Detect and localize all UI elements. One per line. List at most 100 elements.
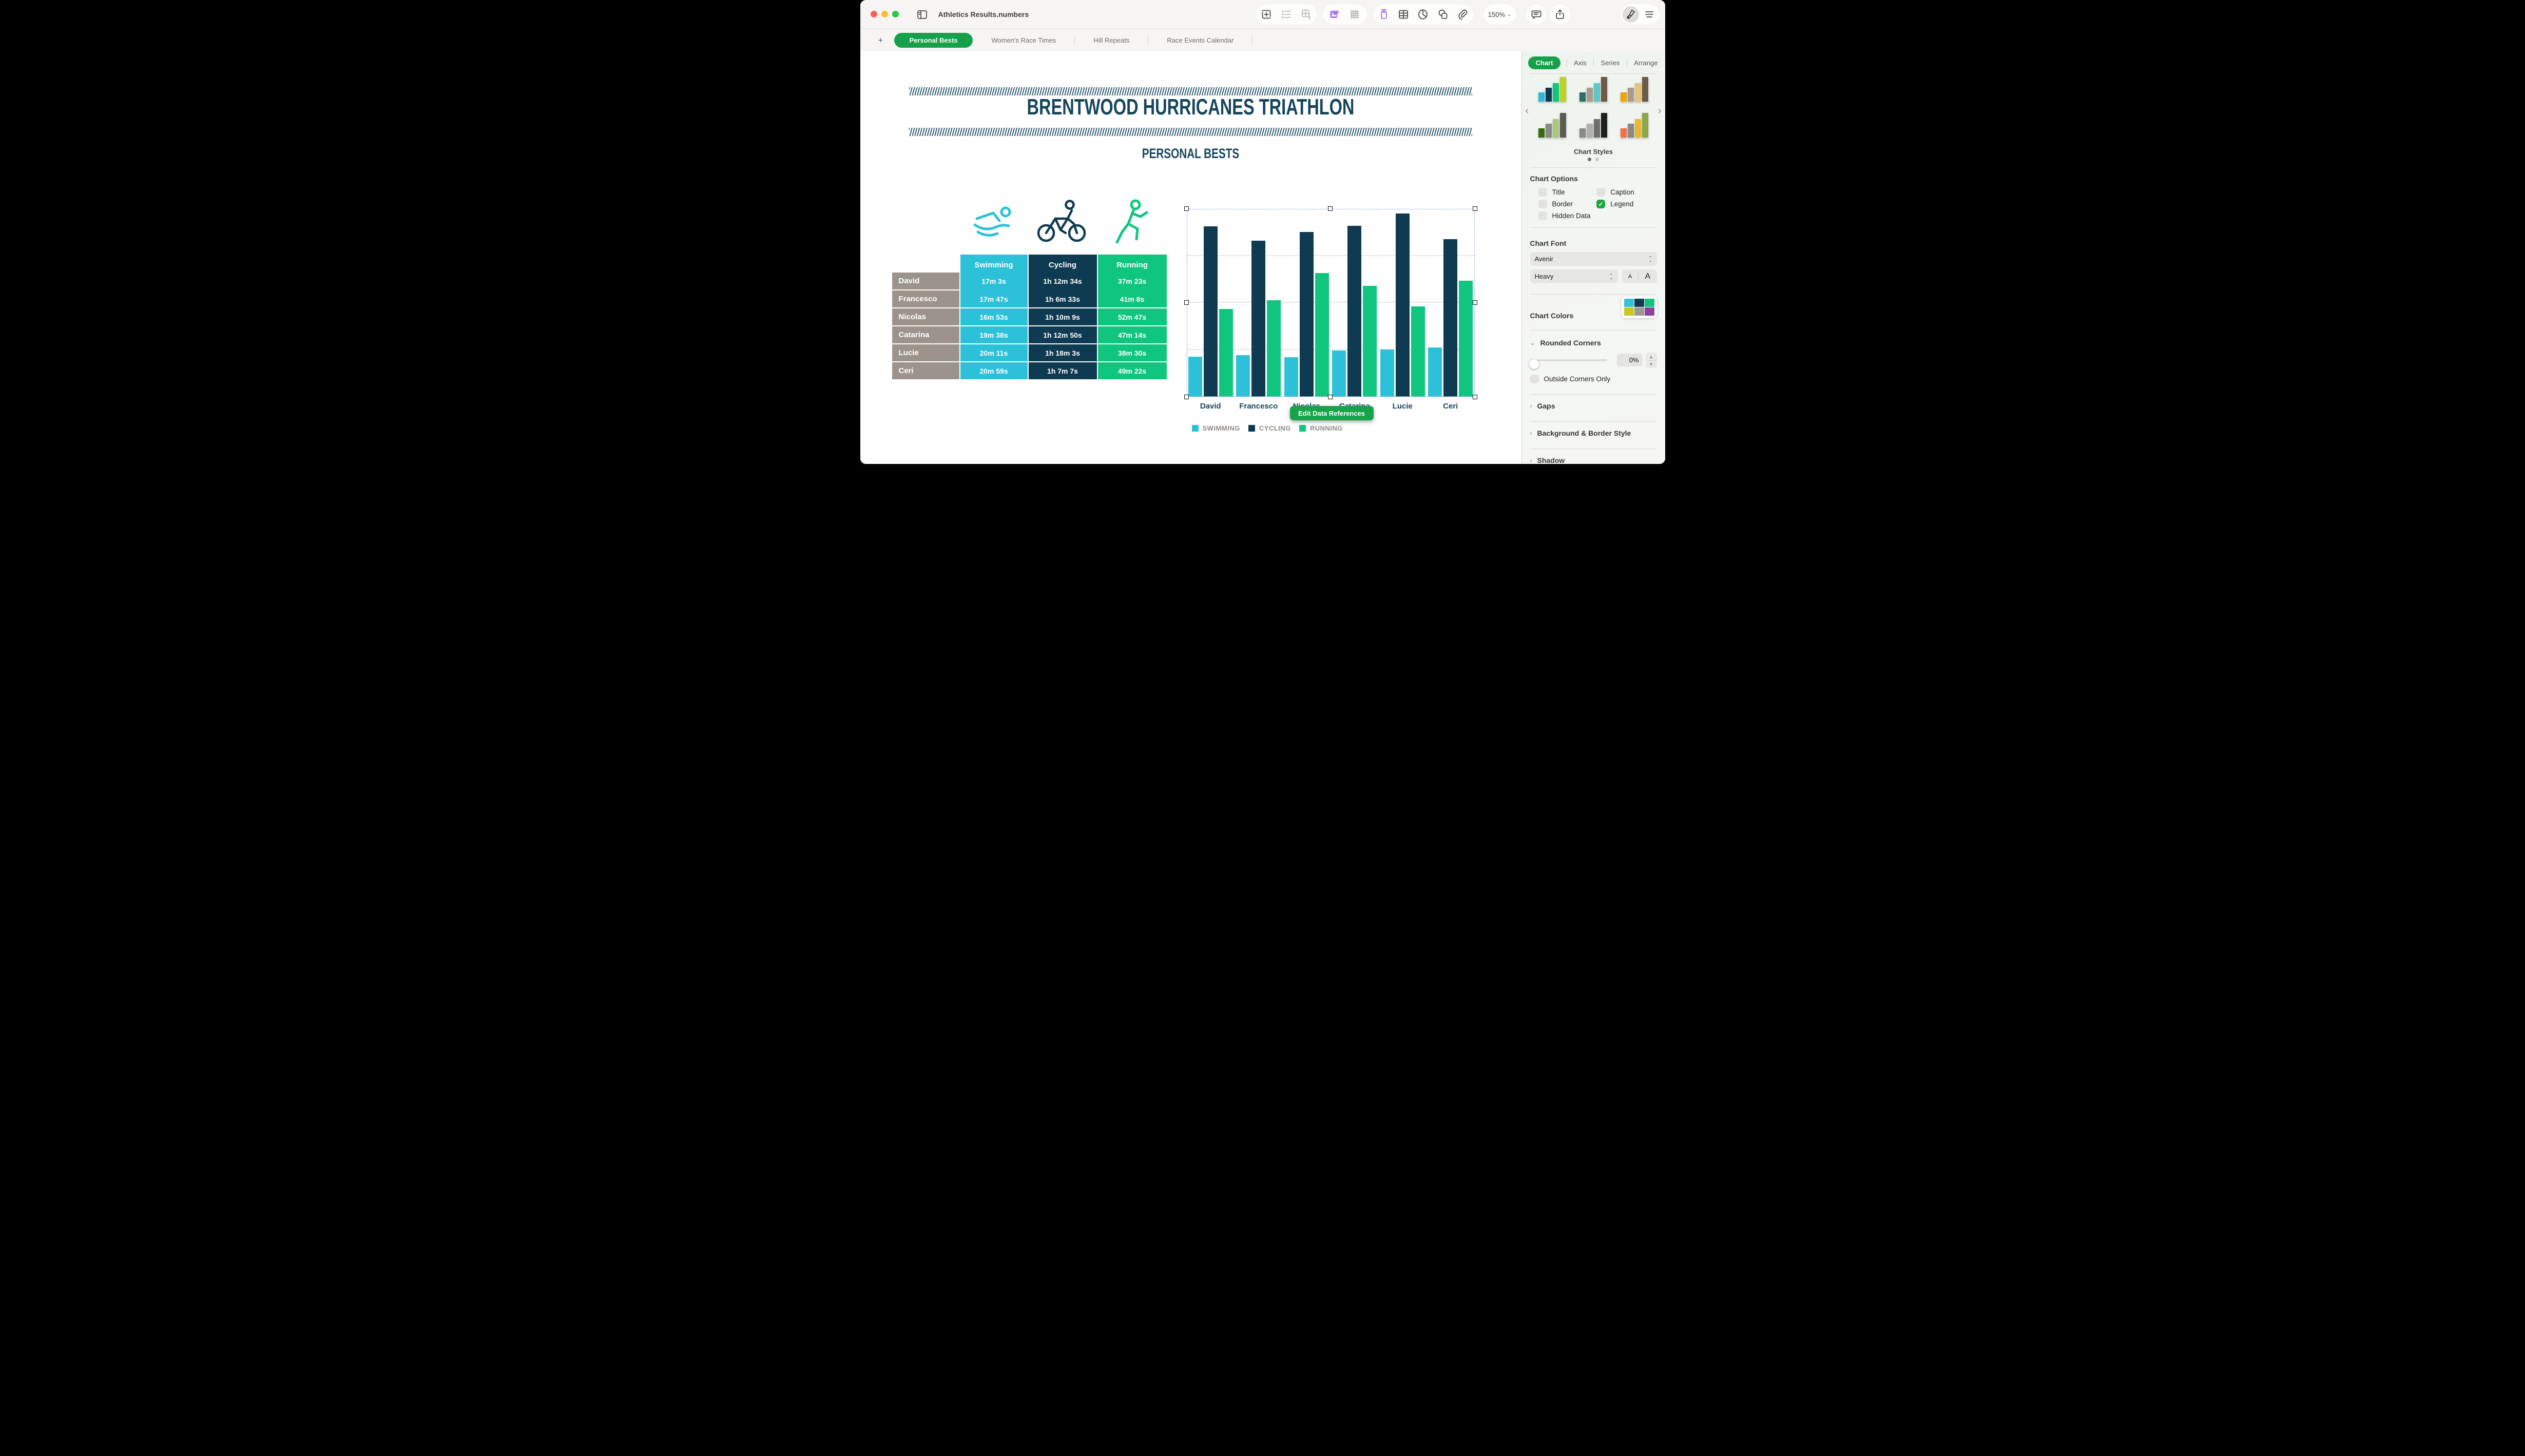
chart-style-thumbnail-2[interactable] <box>1576 77 1611 102</box>
format-tab-arrange[interactable]: Arrange <box>1634 59 1658 67</box>
caption-checkbox[interactable] <box>1596 188 1606 197</box>
cell-lucie-cycling[interactable]: 1h 18m 3s <box>1028 344 1097 361</box>
outline-list-icon[interactable] <box>1278 6 1295 23</box>
decrease-font-button[interactable]: A <box>1628 273 1632 280</box>
styles-next-icon[interactable]: › <box>1657 105 1662 117</box>
row-header[interactable]: Catarina <box>892 326 959 343</box>
bar-group-ceri[interactable] <box>1427 209 1475 397</box>
cell-david-cycling[interactable]: 1h 12m 34s <box>1028 273 1097 289</box>
cell-francesco-swimming[interactable]: 17m 47s <box>960 290 1028 307</box>
row-header[interactable]: Lucie <box>892 344 959 361</box>
close-button[interactable] <box>870 11 877 17</box>
sheet-tab-women-s-race-times[interactable]: Women's Race Times <box>991 36 1056 44</box>
page-dot-active[interactable] <box>1588 158 1591 161</box>
border-checkbox[interactable] <box>1538 200 1547 208</box>
cell-nicolas-cycling[interactable]: 1h 10m 9s <box>1028 308 1097 325</box>
minimize-button[interactable] <box>881 11 888 17</box>
format-brush-button[interactable] <box>1622 6 1639 23</box>
section-background-border-style[interactable]: › Background & Border Style <box>1522 429 1665 437</box>
sheet-tab-hill-repeats[interactable]: Hill Repeats <box>1093 36 1130 44</box>
chart-style-thumbnail-4[interactable] <box>1535 113 1570 138</box>
slider-knob[interactable] <box>1529 359 1539 369</box>
comment-button[interactable] <box>1526 4 1547 25</box>
rounded-corners-slider[interactable] <box>1529 359 1607 369</box>
legend-item-swimming[interactable]: SWIMMING <box>1191 424 1240 432</box>
outside-corners-checkbox[interactable] <box>1530 375 1539 383</box>
chart-style-thumbnail-5[interactable] <box>1576 113 1611 138</box>
cell-ceri-swimming[interactable]: 20m 59s <box>960 362 1028 379</box>
increase-font-button[interactable]: A <box>1645 271 1651 281</box>
styles-prev-icon[interactable]: ‹ <box>1525 105 1529 117</box>
title-checkbox[interactable] <box>1538 188 1547 197</box>
fullscreen-button[interactable] <box>892 11 899 17</box>
row-header[interactable]: Francesco <box>892 290 959 307</box>
chevron-expanded-icon[interactable]: ⌄ <box>1530 339 1535 346</box>
resize-handle-se[interactable] <box>1472 395 1477 399</box>
bar-group-francesco[interactable] <box>1235 209 1283 397</box>
resize-handle-nw[interactable] <box>1184 206 1189 211</box>
page-dot[interactable] <box>1595 158 1599 161</box>
cell-lucie-running[interactable]: 38m 30s <box>1097 344 1167 361</box>
cell-david-running[interactable]: 37m 23s <box>1097 273 1167 289</box>
cell-nicolas-running[interactable]: 52m 47s <box>1097 308 1167 325</box>
table-icon[interactable] <box>1395 6 1412 23</box>
bar-chart[interactable] <box>1184 206 1477 399</box>
edit-data-references-button[interactable]: Edit Data References <box>1289 406 1374 420</box>
row-header[interactable]: David <box>892 273 959 289</box>
cell-nicolas-swimming[interactable]: 16m 53s <box>960 308 1028 325</box>
menu-icon[interactable] <box>1641 6 1658 23</box>
resize-handle-s[interactable] <box>1328 395 1333 399</box>
insert-object-icon[interactable] <box>1258 6 1275 23</box>
resize-handle-w[interactable] <box>1184 300 1189 305</box>
cell-lucie-swimming[interactable]: 20m 11s <box>960 344 1028 361</box>
font-family-select[interactable]: Avenir ⌃ ⌄ <box>1530 252 1657 266</box>
results-table[interactable]: Swimming1500 mCycling40 kmRunning10 kmDa… <box>892 255 1167 379</box>
zoom-control[interactable]: 150% ⌄ <box>1483 4 1516 25</box>
sheet-tab-personal-bests[interactable]: Personal Bests <box>894 33 973 48</box>
attach-icon[interactable] <box>1454 6 1471 23</box>
sheet-tab-race-events-calendar[interactable]: Race Events Calendar <box>1167 36 1234 44</box>
media-sparkle-icon[interactable] <box>1326 6 1343 23</box>
format-tab-chart[interactable]: Chart <box>1528 56 1561 69</box>
cell-francesco-running[interactable]: 41m 8s <box>1097 290 1167 307</box>
cell-catarina-cycling[interactable]: 1h 12m 50s <box>1028 326 1097 343</box>
add-sheet-button[interactable]: + <box>878 35 883 45</box>
format-tab-axis[interactable]: Axis <box>1574 59 1587 67</box>
bar-group-david[interactable] <box>1187 209 1235 397</box>
row-header[interactable]: Nicolas <box>892 308 959 325</box>
resize-handle-n[interactable] <box>1328 206 1333 211</box>
cell-ceri-running[interactable]: 49m 22s <box>1097 362 1167 379</box>
resize-handle-ne[interactable] <box>1472 206 1477 211</box>
chart-colors-button[interactable] <box>1621 296 1657 318</box>
bar-group-lucie[interactable] <box>1379 209 1427 397</box>
resize-handle-sw[interactable] <box>1184 395 1189 399</box>
format-tab-series[interactable]: Series <box>1601 59 1620 67</box>
cell-francesco-cycling[interactable]: 1h 6m 33s <box>1028 290 1097 307</box>
font-weight-select[interactable]: Heavy ⌃ ⌄ <box>1530 269 1618 283</box>
legend-checkbox[interactable]: ✓ <box>1596 200 1606 208</box>
legend-item-running[interactable]: RUNNING <box>1299 424 1343 432</box>
section-shadow[interactable]: › Shadow <box>1522 456 1665 464</box>
legend-item-cycling[interactable]: CYCLING <box>1248 424 1291 432</box>
sheet-canvas[interactable]: BRENTWOOD HURRICANES TRIATHLON PERSONAL … <box>860 51 1521 464</box>
chart-legend[interactable]: SWIMMING CYCLING RUNNING <box>1191 424 1343 432</box>
pie-chart-icon[interactable] <box>1414 6 1432 23</box>
bar-group-nicolas[interactable] <box>1283 209 1331 397</box>
bar-group-catarina[interactable] <box>1331 209 1379 397</box>
row-header[interactable]: Ceri <box>892 362 959 379</box>
styles-page-dots[interactable] <box>1522 158 1665 161</box>
shapes-icon[interactable] <box>1434 6 1452 23</box>
chart-style-thumbnail-6[interactable] <box>1617 113 1652 138</box>
cell-catarina-running[interactable]: 47m 14s <box>1097 326 1167 343</box>
rounded-corners-stepper[interactable]: ∧ ∨ <box>1645 353 1657 368</box>
sidebar-toggle-icon[interactable] <box>914 6 931 23</box>
section-gaps[interactable]: › Gaps <box>1522 402 1665 410</box>
marker-icon[interactable] <box>1375 6 1393 23</box>
rounded-corners-value[interactable]: 0% <box>1616 354 1643 366</box>
hidden-data-checkbox[interactable] <box>1538 211 1547 220</box>
table-transpose-icon[interactable] <box>1297 6 1315 23</box>
resize-handle-e[interactable] <box>1472 300 1477 305</box>
share-button[interactable] <box>1549 4 1570 25</box>
chart-style-thumbnail-1[interactable] <box>1535 77 1570 102</box>
grid-dots-icon[interactable] <box>1346 6 1364 23</box>
